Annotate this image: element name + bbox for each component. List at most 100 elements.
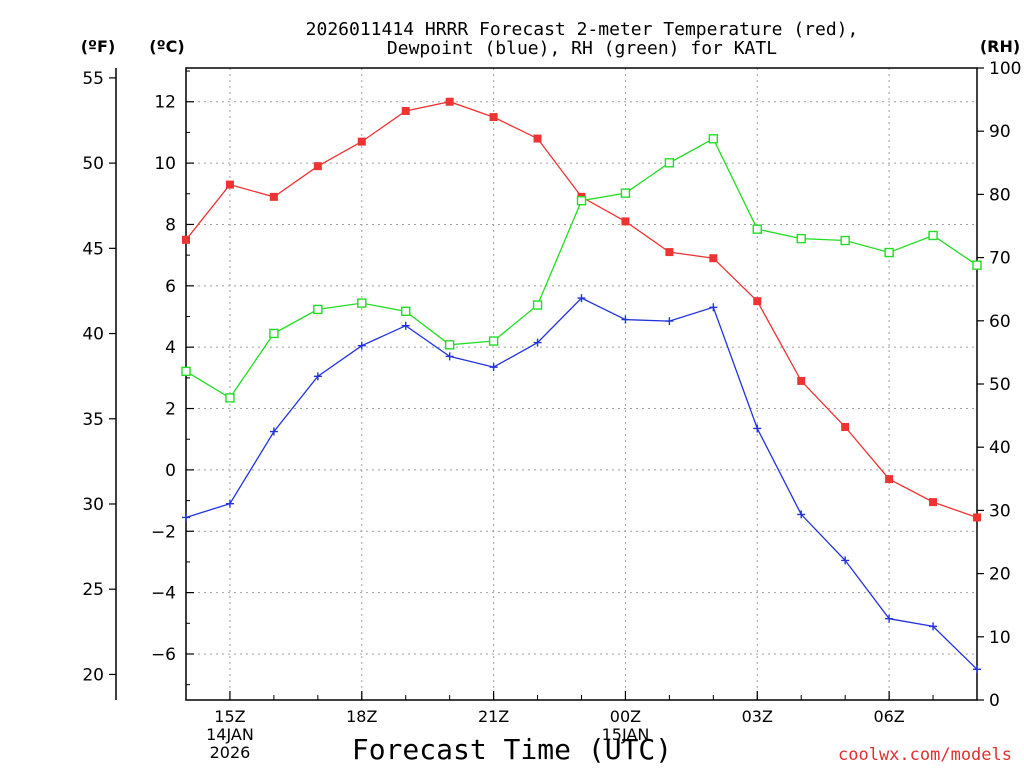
rh-line	[185, 137, 978, 399]
rh-tick-label: 20	[989, 565, 1011, 585]
dewpoint-point	[489, 363, 498, 372]
chart-title-line1: 2026011414 HRRR Forecast 2-meter Tempera…	[306, 19, 859, 40]
rh-point	[928, 230, 938, 241]
rh-tick-label: 80	[989, 185, 1011, 205]
f-tick-label: 35	[82, 410, 104, 430]
dewpoint-point	[225, 499, 234, 508]
temperature-point	[357, 137, 366, 146]
x-tick-label: 15JAN	[602, 725, 650, 744]
f-tick-label: 55	[82, 69, 104, 89]
x-tick-label: 06Z	[873, 707, 904, 726]
rh-point	[357, 298, 367, 308]
rh-point	[532, 300, 543, 310]
x-tick-label: 00Z	[610, 707, 641, 726]
x-tick-label: 15Z	[214, 707, 245, 726]
rh-point	[269, 328, 279, 339]
rh-tick-label: 60	[989, 312, 1011, 332]
dewpoint-point	[401, 321, 410, 330]
c-tick-label: 8	[165, 215, 176, 235]
x-axis-label: Forecast Time (UTC)	[352, 733, 672, 766]
rh-point	[884, 247, 894, 258]
c-tick-label: −4	[151, 584, 176, 604]
temperature-line	[185, 101, 978, 519]
dewpoint-point	[269, 427, 278, 436]
chart-title-line2: Dewpoint (blue), RH (green) for KATL	[387, 38, 777, 59]
rh-point	[664, 158, 675, 168]
c-tick-label: 6	[165, 277, 176, 297]
dewpoint-point	[929, 622, 938, 631]
rh-point	[576, 196, 587, 206]
temperature-point	[709, 254, 718, 263]
temperature-point	[225, 180, 234, 189]
dewpoint-point	[357, 341, 366, 350]
rh-tick-label: 50	[989, 375, 1011, 395]
c-tick-label: −2	[151, 522, 176, 542]
temperature-point	[182, 235, 190, 244]
temperature-point	[313, 162, 322, 171]
rh-point	[313, 304, 323, 315]
f-tick-label: 20	[82, 665, 104, 685]
rh-point	[752, 224, 762, 234]
dewpoint-line	[185, 297, 978, 670]
rh-tick-label: 10	[989, 628, 1011, 648]
dewpoint-point	[313, 372, 322, 381]
x-tick-label: 14JAN	[206, 725, 254, 744]
c-tick-label: −6	[151, 645, 176, 665]
f-tick-label: 25	[82, 580, 104, 600]
c-tick-label: 0	[165, 461, 176, 481]
rh-tick-label: 0	[989, 691, 1000, 711]
x-tick-label: 03Z	[742, 707, 773, 726]
temperature-point	[269, 192, 278, 201]
rh-tick-label: 40	[989, 438, 1011, 458]
c-tick-label: 2	[165, 400, 176, 420]
dewpoint-point	[445, 352, 454, 361]
series-layer	[181, 97, 982, 674]
rh-point	[840, 235, 850, 246]
dewpoint-point	[885, 614, 894, 623]
grid-layer	[186, 68, 977, 700]
x-tick-label: 18Z	[346, 707, 377, 726]
rh-point	[620, 188, 631, 198]
temperature-point	[445, 97, 454, 106]
celsius-unit-label: (ºC)	[149, 37, 184, 56]
rh-point	[488, 336, 499, 346]
ticks-layer: 121086420−2−4−65550454035302520100908070…	[82, 59, 1021, 762]
temperature-point	[533, 134, 542, 143]
credit-text: coolwx.com/models	[838, 745, 1012, 765]
f-tick-label: 30	[82, 495, 104, 515]
rh-point	[225, 393, 235, 403]
f-tick-label: 50	[82, 154, 104, 174]
rh-point	[444, 340, 455, 350]
dewpoint-point	[182, 513, 190, 522]
dewpoint-point	[533, 338, 542, 347]
rh-tick-label: 90	[989, 122, 1011, 142]
f-tick-label: 40	[82, 325, 104, 345]
dewpoint-point	[577, 294, 586, 303]
temperature-point	[401, 106, 410, 115]
rh-unit-label: (RH)	[980, 37, 1020, 56]
rh-point	[401, 306, 411, 317]
temperature-point	[797, 376, 806, 385]
temperature-point	[973, 513, 981, 522]
rh-tick-label: 30	[989, 501, 1011, 521]
temperature-point	[665, 248, 674, 257]
dewpoint-point	[973, 665, 981, 674]
dewpoint-point	[665, 317, 674, 326]
rh-point	[181, 366, 191, 377]
dewpoint-point	[621, 315, 630, 324]
temperature-point	[929, 498, 938, 507]
f-tick-label: 45	[82, 239, 104, 259]
dewpoint-point	[841, 556, 850, 565]
rh-point	[708, 134, 719, 144]
c-tick-label: 10	[154, 154, 176, 174]
rh-tick-label: 70	[989, 249, 1011, 269]
dewpoint-point	[709, 303, 718, 312]
temperature-point	[885, 475, 894, 484]
rh-point	[796, 233, 806, 244]
fahrenheit-unit-label: (ºF)	[81, 37, 116, 56]
temperature-point	[489, 113, 498, 122]
temperature-point	[841, 422, 850, 431]
dewpoint-point	[797, 510, 806, 519]
temperature-point	[753, 297, 762, 306]
